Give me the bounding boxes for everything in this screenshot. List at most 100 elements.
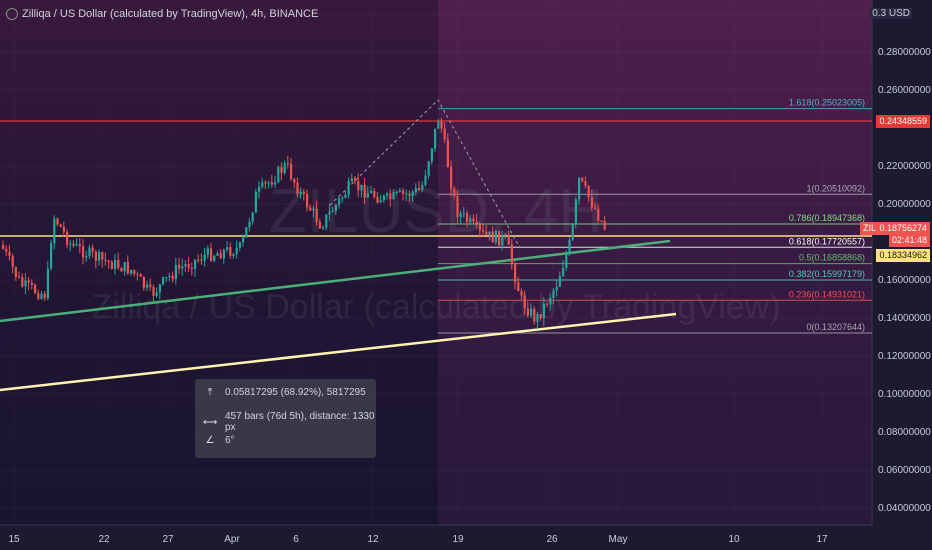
candle-body	[290, 163, 293, 180]
candle-body	[485, 231, 488, 235]
candle-body	[248, 221, 251, 228]
trendline-yellow[interactable]	[0, 312, 677, 392]
candle-body	[536, 314, 539, 322]
candle-body	[341, 197, 344, 199]
candle-body	[574, 199, 577, 225]
candle-body	[331, 211, 334, 213]
candle-body	[242, 237, 245, 243]
candle-body	[222, 249, 225, 259]
candle-body	[597, 208, 600, 221]
candle-body	[200, 259, 203, 261]
candle-body	[14, 266, 17, 277]
projection-dashed[interactable]	[329, 99, 521, 249]
candle-body	[181, 266, 184, 269]
time-tick-label: 27	[162, 534, 174, 545]
candle-body	[101, 252, 104, 260]
candle-body	[299, 191, 302, 195]
candle-body	[338, 198, 341, 205]
candle-body	[149, 284, 152, 288]
candle-body	[581, 177, 584, 182]
price-tick-label: 0.08000000	[878, 427, 931, 438]
chart-title-bar[interactable]: Zilliqa / US Dollar (calculated by Tradi…	[6, 8, 318, 20]
time-tick-label: 15	[8, 534, 20, 545]
candle-body	[488, 231, 491, 235]
candle-body	[229, 247, 232, 256]
candle-body	[168, 275, 171, 278]
candle-body	[309, 207, 312, 211]
candle-body	[27, 280, 30, 283]
countdown-tag: 02:41:48	[888, 234, 930, 247]
candle-body	[565, 253, 568, 269]
candle-body	[11, 255, 14, 267]
support-price-tag: 0.18334962	[876, 249, 930, 262]
candle-body	[306, 193, 309, 208]
symbol-logo-icon	[6, 8, 18, 20]
trendline-green[interactable]	[0, 239, 671, 323]
candle-body	[21, 277, 24, 287]
fib-level-label: 0.236(0.14931021)	[789, 289, 865, 299]
candle-body	[571, 224, 574, 240]
candle-body	[94, 251, 97, 261]
candle-body	[443, 128, 446, 140]
candle-body	[226, 247, 229, 250]
watermark-symbol: ZILUSD, 4H	[269, 177, 603, 246]
candle-body	[430, 148, 433, 162]
grid-lines	[0, 0, 872, 525]
candle-body	[155, 292, 158, 296]
candle-body	[78, 244, 81, 247]
currency-prefix: 0.3	[872, 8, 889, 19]
candle-body	[546, 303, 549, 305]
candle-body	[344, 194, 347, 198]
candle-body	[82, 246, 85, 258]
time-tick-label: 10	[728, 534, 740, 545]
candle-body	[318, 221, 321, 229]
candle-body	[466, 213, 469, 223]
candle-body	[478, 223, 481, 231]
candle-body	[206, 248, 209, 255]
time-tick-label: Apr	[224, 534, 240, 545]
time-tick-label: 19	[452, 534, 464, 545]
candle-body	[312, 208, 315, 211]
price-tick-label: 0.04000000	[878, 503, 931, 514]
candle-body	[446, 139, 449, 167]
candle-body	[56, 218, 59, 225]
candle-body	[46, 268, 49, 299]
time-tick-label: 26	[546, 534, 558, 545]
time-tick-label: May	[609, 534, 628, 545]
candle-body	[107, 260, 110, 263]
fib-retracement[interactable]: 1.618(0.25023005) 1(0.20510092) 0.786(0.18…	[438, 98, 872, 334]
candle-body	[18, 276, 21, 278]
candle-body	[491, 231, 494, 243]
candle-body	[8, 251, 11, 256]
candle-body	[600, 220, 603, 222]
candle-body	[126, 262, 129, 274]
candle-body	[526, 308, 529, 316]
candle-body	[88, 247, 91, 257]
candle-body	[354, 178, 357, 181]
angle-text: 6°	[225, 435, 235, 446]
price-tick-label: 0.20000000	[878, 199, 931, 210]
candle-body	[43, 293, 46, 299]
candle-body	[187, 264, 190, 268]
candle-body	[69, 243, 72, 245]
fib-level-label: 1(0.20510092)	[806, 183, 865, 193]
candle-body	[366, 193, 369, 198]
candle-body	[539, 314, 542, 319]
price-axis[interactable]: 0.28000000 0.26000000 0.22000000 0.20000000…	[878, 47, 931, 514]
angle-icon: ∠	[205, 435, 215, 446]
candle-body	[542, 303, 545, 319]
currency-label[interactable]: 0.3 USD	[870, 8, 912, 19]
candle-body	[139, 274, 142, 277]
time-axis[interactable]: 15 22 27 Apr 6 12 19 26 May 10 17	[8, 534, 828, 545]
candle-body	[34, 284, 37, 294]
candle-body	[411, 191, 414, 196]
candle-body	[558, 276, 561, 287]
candle-body	[136, 273, 139, 275]
candle-body	[264, 182, 267, 184]
candle-body	[24, 280, 27, 287]
price-tick-label: 0.22000000	[878, 161, 931, 172]
candle-body	[280, 167, 283, 173]
candle-body	[322, 227, 325, 229]
